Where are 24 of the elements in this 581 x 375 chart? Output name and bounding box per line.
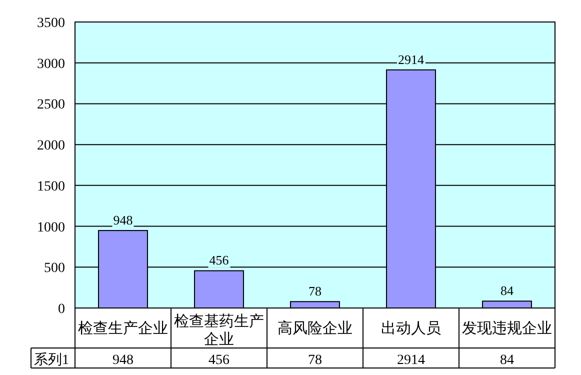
y-tick-label: 3500	[37, 16, 65, 31]
x-tick-label: 检查基药生产企业	[174, 313, 264, 348]
text: 2914	[398, 52, 424, 67]
data-label: 948	[112, 353, 134, 368]
x-tick-label: 检查生产企业	[78, 320, 168, 337]
legend-label: 系列1	[34, 352, 69, 368]
text: 948	[113, 212, 133, 228]
x-tick-label: 高风险企业	[278, 320, 352, 337]
x-tick-label: 出动人员	[381, 320, 441, 337]
y-tick-label: 1000	[37, 220, 65, 236]
data-label: 78	[308, 353, 322, 368]
x-tick-label: 发现违规企业	[462, 320, 552, 337]
y-tick-label: 3000	[37, 56, 65, 72]
data-label: 456	[208, 353, 230, 368]
text: 456	[209, 252, 229, 268]
text: 84	[500, 283, 514, 298]
text: 78	[308, 284, 322, 299]
data-label: 84	[500, 353, 514, 368]
y-tick-label: 2000	[37, 138, 65, 154]
y-tick-label: 0	[58, 302, 65, 317]
y-tick-label: 2500	[37, 98, 65, 113]
y-tick-label: 1500	[37, 179, 65, 194]
data-label: 2914	[397, 353, 425, 368]
y-tick-label: 500	[44, 261, 65, 276]
